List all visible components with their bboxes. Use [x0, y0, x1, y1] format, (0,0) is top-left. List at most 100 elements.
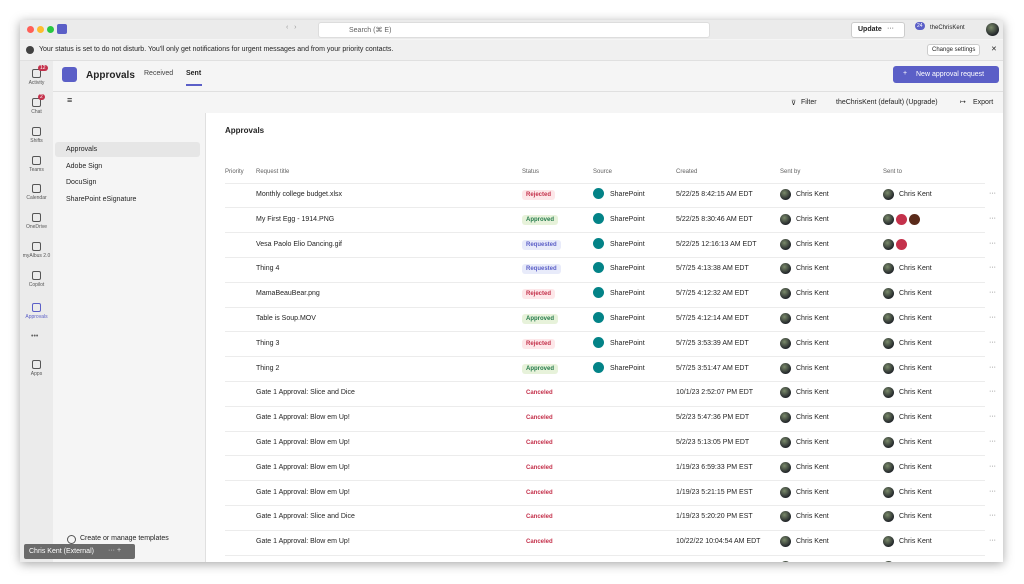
rail-label[interactable]: Chat — [31, 109, 42, 115]
close-window[interactable] — [27, 26, 34, 33]
rail-icon[interactable] — [32, 242, 41, 251]
row-more[interactable]: ··· — [989, 537, 996, 545]
status: Canceled — [526, 415, 553, 422]
more-apps[interactable]: ••• — [31, 333, 39, 340]
recipient-avatar — [896, 238, 907, 250]
rail-icon[interactable] — [32, 184, 41, 193]
request-title[interactable]: Thing 4 — [256, 265, 280, 273]
change-settings-button[interactable]: Change settings — [927, 44, 981, 56]
row-more[interactable]: ··· — [989, 314, 996, 321]
rail-icon[interactable] — [32, 360, 41, 369]
recipient-avatar — [883, 362, 894, 374]
notification-badge[interactable]: 24 — [915, 22, 925, 30]
rail-label[interactable]: Calendar — [26, 195, 47, 201]
request-title[interactable]: Monthly college budget.xlsx — [256, 191, 342, 198]
row-more[interactable]: ··· — [989, 512, 996, 520]
column-header: Created — [676, 169, 698, 175]
rail-label[interactable]: Teams — [29, 167, 44, 173]
status: Requested — [522, 239, 561, 250]
rail-icon[interactable] — [32, 98, 41, 107]
request-title[interactable]: MamaBeauBear.png — [256, 290, 320, 298]
request-title[interactable]: Gate 1 Approval: Blow em Up! — [256, 439, 350, 446]
sent-to: Chris Kent — [899, 315, 932, 322]
participant-actions[interactable]: ··· + — [108, 547, 122, 554]
row-divider — [225, 281, 985, 283]
rail-label[interactable]: Apps — [30, 371, 43, 377]
export[interactable]: Export — [973, 99, 994, 106]
sender-avatar — [780, 561, 791, 562]
request-title[interactable]: Vesa Paolo Elio Dancing.gif — [256, 240, 342, 248]
rail-icon[interactable] — [32, 303, 41, 312]
nav-item[interactable]: Adobe Sign — [66, 162, 103, 170]
sender-avatar — [780, 362, 791, 374]
request-title[interactable]: Table is Soup.MOV — [256, 315, 316, 322]
row-more[interactable]: ··· — [989, 462, 996, 470]
rail-label[interactable]: OneDrive — [25, 224, 48, 230]
row-divider — [225, 207, 985, 209]
row-more[interactable]: ··· — [989, 363, 996, 371]
sent-by: Chris Kent — [796, 439, 829, 446]
templates-link[interactable]: Create or manage templates — [80, 535, 169, 542]
request-title[interactable]: Gate 1 Approval: Slice and Dice — [256, 389, 355, 397]
minimize-window[interactable] — [37, 26, 44, 33]
tab[interactable]: Sent — [186, 70, 202, 77]
new-approval-button[interactable]: + New approval request — [893, 66, 999, 83]
column-header: Status — [522, 169, 540, 175]
user-avatar[interactable] — [986, 23, 999, 36]
row-more[interactable]: ··· — [989, 190, 996, 197]
rail-icon[interactable] — [32, 271, 41, 280]
request-title[interactable]: Gate 1 Approval: Blow em Up! — [256, 463, 350, 471]
filter[interactable]: Filter — [801, 99, 817, 106]
nav-arrows[interactable]: ‹ › — [286, 24, 297, 31]
row-more[interactable]: ··· — [989, 239, 996, 247]
rail-label[interactable]: myAlbus 2.0 — [22, 253, 51, 259]
tab[interactable]: Received — [144, 70, 174, 77]
row-more[interactable]: ··· — [989, 214, 996, 222]
app-header: Approvals + New approval request Receive… — [53, 61, 1003, 92]
created: 5/7/25 4:12:32 AM EDT — [676, 290, 749, 298]
rail-icon[interactable] — [32, 127, 41, 136]
nav-item[interactable]: SharePoint eSignature — [66, 195, 137, 203]
account[interactable]: theChrisKent (default) (Upgrade) — [836, 99, 938, 106]
sent-by: Chris Kent — [796, 389, 829, 397]
close-banner[interactable]: ✕ — [991, 46, 997, 53]
rail-icon[interactable] — [32, 213, 41, 222]
rail-icon[interactable] — [32, 69, 41, 78]
row-more[interactable]: ··· — [989, 338, 996, 346]
request-title[interactable]: Gate 1 Approval: Blow em Up! — [256, 488, 350, 496]
sender-avatar — [780, 337, 791, 349]
maximize-window[interactable] — [47, 26, 54, 33]
nav-selected[interactable] — [55, 142, 200, 157]
rail-icon[interactable] — [32, 156, 41, 165]
request-title[interactable]: My First Egg - 1914.PNG — [256, 215, 335, 223]
user-name[interactable]: theChrisKent — [930, 25, 965, 31]
rail-label[interactable]: Approvals — [25, 314, 48, 320]
row-more[interactable]: ··· — [989, 413, 996, 421]
recipient-avatar — [883, 213, 894, 225]
row-more[interactable]: ··· — [989, 438, 996, 445]
search-box[interactable]: Search (⌘ E) — [318, 22, 710, 38]
update-button[interactable]: Update ··· — [851, 22, 905, 38]
rail-label[interactable]: Copilot — [28, 282, 45, 288]
rail-label[interactable]: Activity — [28, 80, 45, 86]
nav-item[interactable]: Approvals — [66, 146, 98, 153]
sent-by: Chris Kent — [796, 191, 829, 198]
app-rail: ••• Activity 12 Chat 2 Shifts Teams Calendar On… — [20, 61, 53, 562]
row-more[interactable]: ··· — [989, 388, 996, 396]
row-more[interactable]: ··· — [989, 264, 996, 272]
menu-icon[interactable]: ≡ — [67, 95, 73, 105]
row-more[interactable]: ··· — [989, 487, 996, 495]
request-title[interactable]: Gate 1 Approval: Blow em Up! — [256, 538, 350, 546]
request-title[interactable]: Thing 2 — [256, 364, 280, 372]
info-icon — [26, 46, 34, 54]
nav-item[interactable]: DocuSign — [66, 179, 97, 186]
row-divider — [225, 331, 985, 333]
request-title[interactable]: Gate 1 Approval: Blow em Up! — [256, 414, 350, 422]
request-title[interactable]: Gate 1 Approval: Slice and Dice — [256, 513, 355, 521]
teams-window: ‹ › Search (⌘ E) Update ··· 24 theChrisK… — [20, 20, 1003, 562]
row-more[interactable]: ··· — [989, 289, 996, 297]
created: 5/7/25 3:53:39 AM EDT — [676, 339, 749, 347]
filter-icon: ⊽ — [791, 100, 797, 107]
request-title[interactable]: Thing 3 — [256, 339, 280, 347]
rail-label[interactable]: Shifts — [30, 138, 43, 144]
